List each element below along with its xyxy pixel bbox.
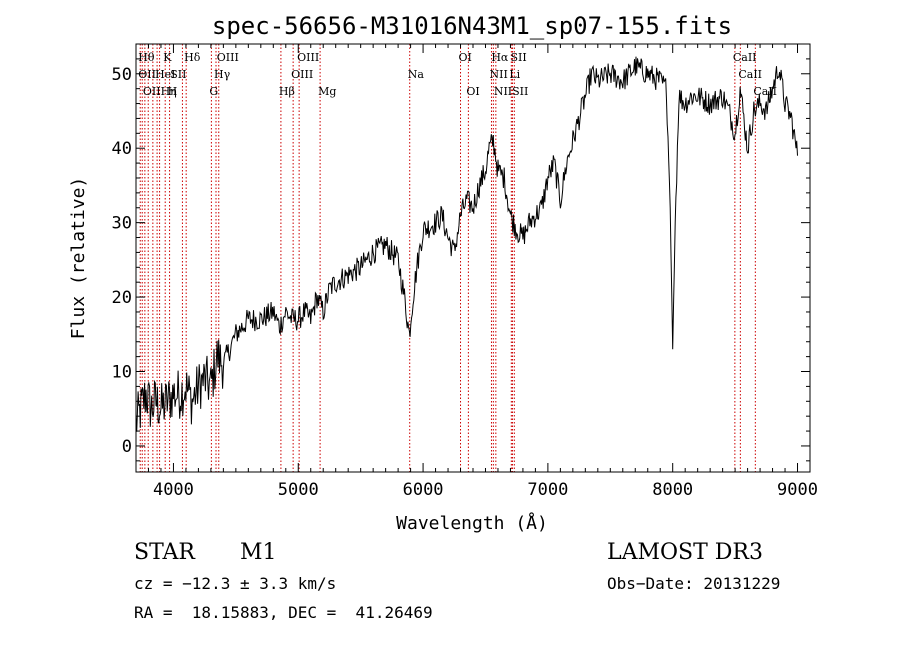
line-label: Mg (318, 85, 336, 98)
spectrum-series (135, 56, 798, 432)
object-class: STAR (134, 540, 195, 565)
line-label: Hδ (184, 51, 201, 64)
axes: 4000 5000 6000 7000 8000 9000 0 10 20 30 40 50 (112, 44, 818, 500)
line-label: SII (510, 51, 526, 64)
observation-date: Obs−Date: 20131229 (607, 574, 781, 593)
y-tick-label: 20 (112, 288, 132, 308)
y-axis-label: Flux (relative) (68, 177, 89, 340)
line-label: OII (138, 68, 156, 81)
line-label: CaII (733, 51, 757, 64)
object-subclass: M1 (240, 540, 277, 565)
x-tick-label: 7000 (527, 480, 568, 500)
line-label: Hα (491, 51, 509, 64)
x-tick-label: 6000 (403, 480, 444, 500)
y-tick-label: 10 (112, 363, 132, 383)
x-tick-label: 8000 (652, 480, 693, 500)
line-label: SII (170, 68, 186, 81)
coordinates: RA = 18.15883, DEC = 41.26469 (134, 603, 433, 622)
y-tick-label: 50 (112, 65, 132, 85)
line-label: Hγ (214, 68, 231, 81)
x-axis-label: Wavelength (Å) (396, 512, 548, 534)
y-tick-label: 40 (112, 139, 132, 159)
line-label: Hθ (138, 51, 155, 64)
line-label: OI (459, 51, 472, 64)
line-label: NII (489, 68, 507, 81)
line-label: OIII (297, 51, 319, 64)
x-tick-label: 9000 (777, 480, 818, 500)
line-label: H (168, 85, 178, 98)
redshift-velocity: cz = −12.3 ± 3.3 km/s (134, 574, 337, 593)
line-label: Li (509, 68, 520, 81)
line-label: OIII (217, 51, 239, 64)
line-label: G (209, 85, 218, 98)
survey-label: LAMOST DR3 (607, 540, 763, 565)
y-tick-label: 0 (122, 437, 132, 457)
line-label: Na (408, 68, 425, 81)
line-label: NIISII (494, 85, 529, 98)
line-label: OIIHη (143, 85, 177, 98)
line-label: OI (466, 85, 479, 98)
line-label: K (163, 51, 172, 64)
line-label: OIII (291, 68, 313, 81)
line-label: HeI (155, 68, 175, 81)
line-label: CaII (738, 68, 762, 81)
spectrum-chart: spec-56656-M31016N43M1_sp07-155.fits Hθ K… (68, 12, 818, 534)
x-tick-label: 5000 (278, 480, 319, 500)
chart-title: spec-56656-M31016N43M1_sp07-155.fits (212, 12, 732, 40)
y-tick-label: 30 (112, 214, 132, 234)
x-tick-label: 4000 (153, 480, 194, 500)
spectrum-line (135, 56, 798, 432)
line-label: Hβ (279, 85, 295, 98)
